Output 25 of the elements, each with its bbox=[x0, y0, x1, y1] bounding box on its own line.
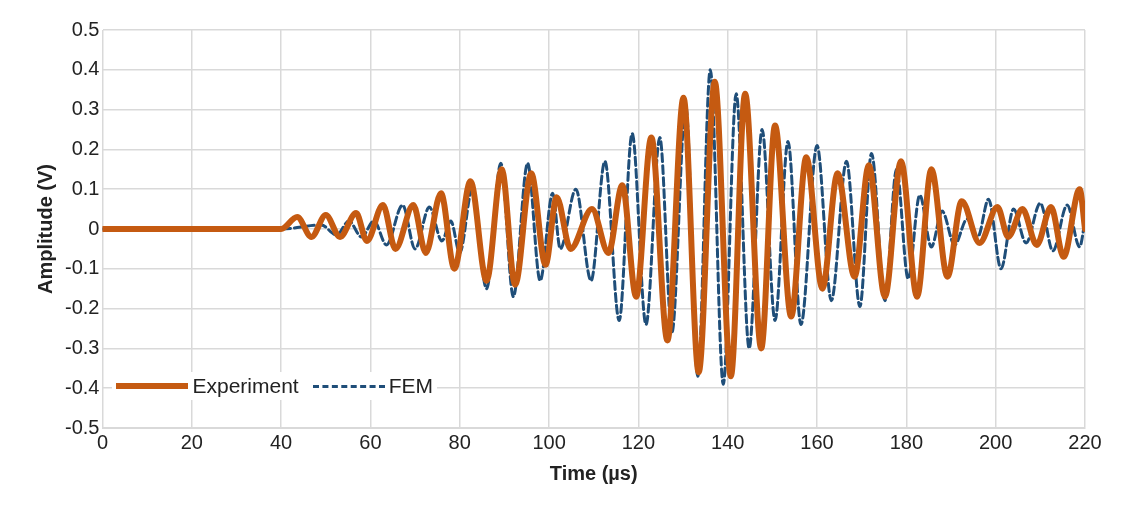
x-tick-label: 20 bbox=[180, 430, 203, 453]
y-tick-label: 0.1 bbox=[71, 176, 100, 199]
x-tick-label: 120 bbox=[621, 430, 656, 453]
x-tick-label: 140 bbox=[711, 430, 745, 453]
y-tick-label: 0.2 bbox=[71, 136, 100, 159]
legend-label: FEM bbox=[388, 374, 433, 398]
x-tick-label: 80 bbox=[448, 430, 471, 453]
x-tick-label: 40 bbox=[269, 430, 293, 453]
y-tick-label: -0.3 bbox=[64, 335, 100, 358]
x-tick-label: 180 bbox=[889, 430, 924, 453]
x-axis-title: Time (µs) bbox=[549, 461, 638, 484]
legend-label: Experiment bbox=[192, 374, 299, 398]
x-tick-label: 220 bbox=[1068, 430, 1102, 453]
y-tick-label: 0.5 bbox=[71, 17, 100, 40]
x-tick-label: 60 bbox=[359, 430, 382, 453]
x-tick-label: 160 bbox=[800, 430, 834, 453]
y-tick-label: -0.4 bbox=[64, 375, 100, 398]
x-tick-label: 200 bbox=[978, 430, 1013, 453]
y-tick-label: 0.3 bbox=[71, 97, 100, 120]
x-tick-label: 100 bbox=[532, 430, 566, 453]
y-tick-label: 0.4 bbox=[71, 57, 100, 80]
y-tick-label: -0.2 bbox=[64, 296, 100, 319]
y-tick-label: 0 bbox=[88, 216, 100, 239]
y-axis-title: Amplitude (V) bbox=[33, 164, 56, 294]
y-tick-label: -0.1 bbox=[64, 256, 100, 279]
